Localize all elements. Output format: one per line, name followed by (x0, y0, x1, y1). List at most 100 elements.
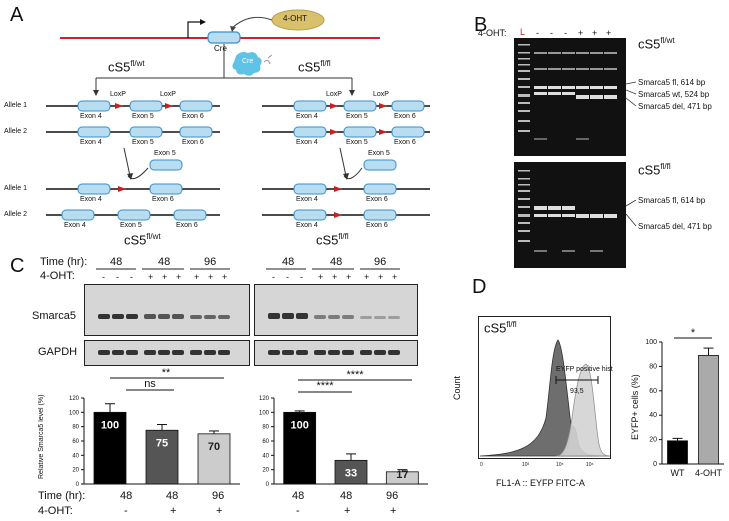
gel1-band-label: Smarca5 fl, 614 bp (638, 78, 706, 87)
oht-label: 4-OHT: (40, 270, 75, 282)
exon-label: Exon 4 (80, 139, 102, 146)
bar-value-label: 33 (345, 467, 357, 479)
hist-gate-label: EYFP positive hist (556, 366, 613, 373)
svg-text:10⁵: 10⁵ (556, 462, 564, 468)
oht-sign: + (162, 272, 168, 282)
exon-label: Exon 6 (152, 196, 174, 203)
bar-value-label: 100 (290, 419, 308, 431)
y-tick-label: 60 (72, 439, 79, 445)
blot-label-gapdh: GAPDH (38, 346, 78, 358)
exon-label: Exon 5 (154, 150, 176, 157)
bottom-oht: - (124, 505, 128, 517)
y-tick-label: 100 (259, 410, 270, 416)
exon-label: Exon 4 (80, 196, 102, 203)
exon-label: Exon 5 (132, 113, 154, 120)
oht-sign: + (364, 272, 370, 282)
x-tick-label: 4-OHT (695, 468, 723, 478)
oht-sign: - (116, 272, 119, 282)
time-value: 96 (374, 256, 387, 268)
gel-lane-sign: + (578, 28, 584, 38)
bottom-time: 96 (386, 490, 399, 502)
oht-sign: + (148, 272, 154, 282)
bottom-oht: + (216, 505, 223, 517)
panel-a-diagram (46, 9, 430, 221)
gel-marker-500: 500 (496, 212, 508, 219)
bar-ylabel: Relative Smarca5 level (%) (38, 394, 45, 480)
y-tick-label: 100 (645, 339, 657, 346)
oht-sign: - (130, 272, 133, 282)
y-tick-label: 120 (69, 396, 80, 402)
y-tick-label: 80 (649, 363, 657, 370)
y-tick-label: 80 (72, 425, 79, 431)
bottom-time: 48 (120, 490, 133, 502)
exon-label: Exon 4 (296, 222, 318, 229)
bar-chart-fl-fl: 0 20 40 60 80 100 120 100 33 17 **** **** (259, 369, 428, 488)
oht-sign: + (176, 272, 182, 282)
ladder-label: L (520, 27, 526, 37)
bottom-time: 48 (340, 490, 353, 502)
exon-label: Exon 6 (394, 139, 416, 146)
svg-text:10⁶: 10⁶ (586, 462, 594, 468)
bottom-time: 48 (292, 490, 305, 502)
y-tick-label: 40 (72, 453, 79, 459)
bottom-oht-label: 4-OHT: (38, 505, 73, 517)
flow-title: cS5fl/fl (484, 320, 517, 336)
gel-marker-1000: 1000 (490, 68, 506, 75)
cre-bubble-label: Cre (242, 58, 254, 65)
gel1-band-label: Smarca5 wt, 524 bp (638, 90, 710, 99)
loxp-label: LoxP (110, 91, 126, 98)
exon-label: Exon 5 (346, 139, 368, 146)
y-tick-label: 80 (262, 425, 269, 431)
loxp-label: LoxP (326, 91, 342, 98)
bar (667, 440, 688, 465)
y-tick-label: 40 (262, 453, 269, 459)
bottom-oht: + (170, 505, 177, 517)
western-blot-smarca5-right (254, 284, 418, 336)
panel-c-left-title: cS5fl/wt (124, 232, 161, 248)
gel-image-fl-fl (514, 162, 626, 268)
bar (197, 433, 231, 485)
bottom-oht: + (344, 505, 351, 517)
sig-label: * (691, 328, 696, 339)
gel2-band-pointers (626, 200, 637, 227)
flow-ylabel: Count (452, 375, 462, 400)
bar-value-label: 100 (101, 419, 119, 431)
panel-b-letter: B (474, 14, 488, 36)
exon-label: Exon 6 (394, 113, 416, 120)
bar-value-label: 75 (156, 437, 168, 449)
bar (145, 429, 179, 485)
bar (93, 411, 127, 485)
allele2-label: Allele 2 (4, 211, 27, 218)
gel-marker-500: 500 (496, 92, 508, 99)
svg-text:0: 0 (480, 462, 483, 468)
exon-label: Exon 5 (120, 222, 142, 229)
panel-a-left-title: cS5fl/wt (108, 59, 145, 75)
gel1-band-pointers (626, 81, 637, 107)
exon-label: Exon 6 (366, 196, 388, 203)
allele1-label: Allele 1 (4, 185, 27, 192)
panel-d-letter: D (472, 276, 487, 298)
panel-a-letter: A (10, 4, 24, 26)
exon-label: Exon 6 (182, 139, 204, 146)
y-tick-label: 20 (262, 468, 269, 474)
cre-label: Cre (214, 44, 227, 53)
oht-sign: + (378, 272, 384, 282)
sig-label: ns (144, 378, 156, 390)
oht-sign: + (208, 272, 214, 282)
y-tick-label: 0 (653, 461, 657, 468)
exon-label: Exon 6 (176, 222, 198, 229)
oht-sign: - (102, 272, 105, 282)
exon-label: Exon 6 (366, 222, 388, 229)
eyfp-bar-ylabel: EYFP+ cells (%) (630, 374, 640, 440)
allele2-label: Allele 2 (4, 128, 27, 135)
svg-text:10³: 10³ (522, 462, 530, 468)
exon-label: Exon 5 (132, 139, 154, 146)
panel-a-right-title: cS5fl/fl (298, 59, 331, 75)
exon-label: Exon 6 (182, 113, 204, 120)
time-label: Time (hr): (40, 256, 88, 268)
bottom-oht: + (390, 505, 397, 517)
bottom-oht: - (296, 505, 300, 517)
bar (334, 459, 368, 485)
y-tick-label: 0 (266, 482, 270, 488)
gel-marker-1000: 1000 (490, 186, 506, 193)
